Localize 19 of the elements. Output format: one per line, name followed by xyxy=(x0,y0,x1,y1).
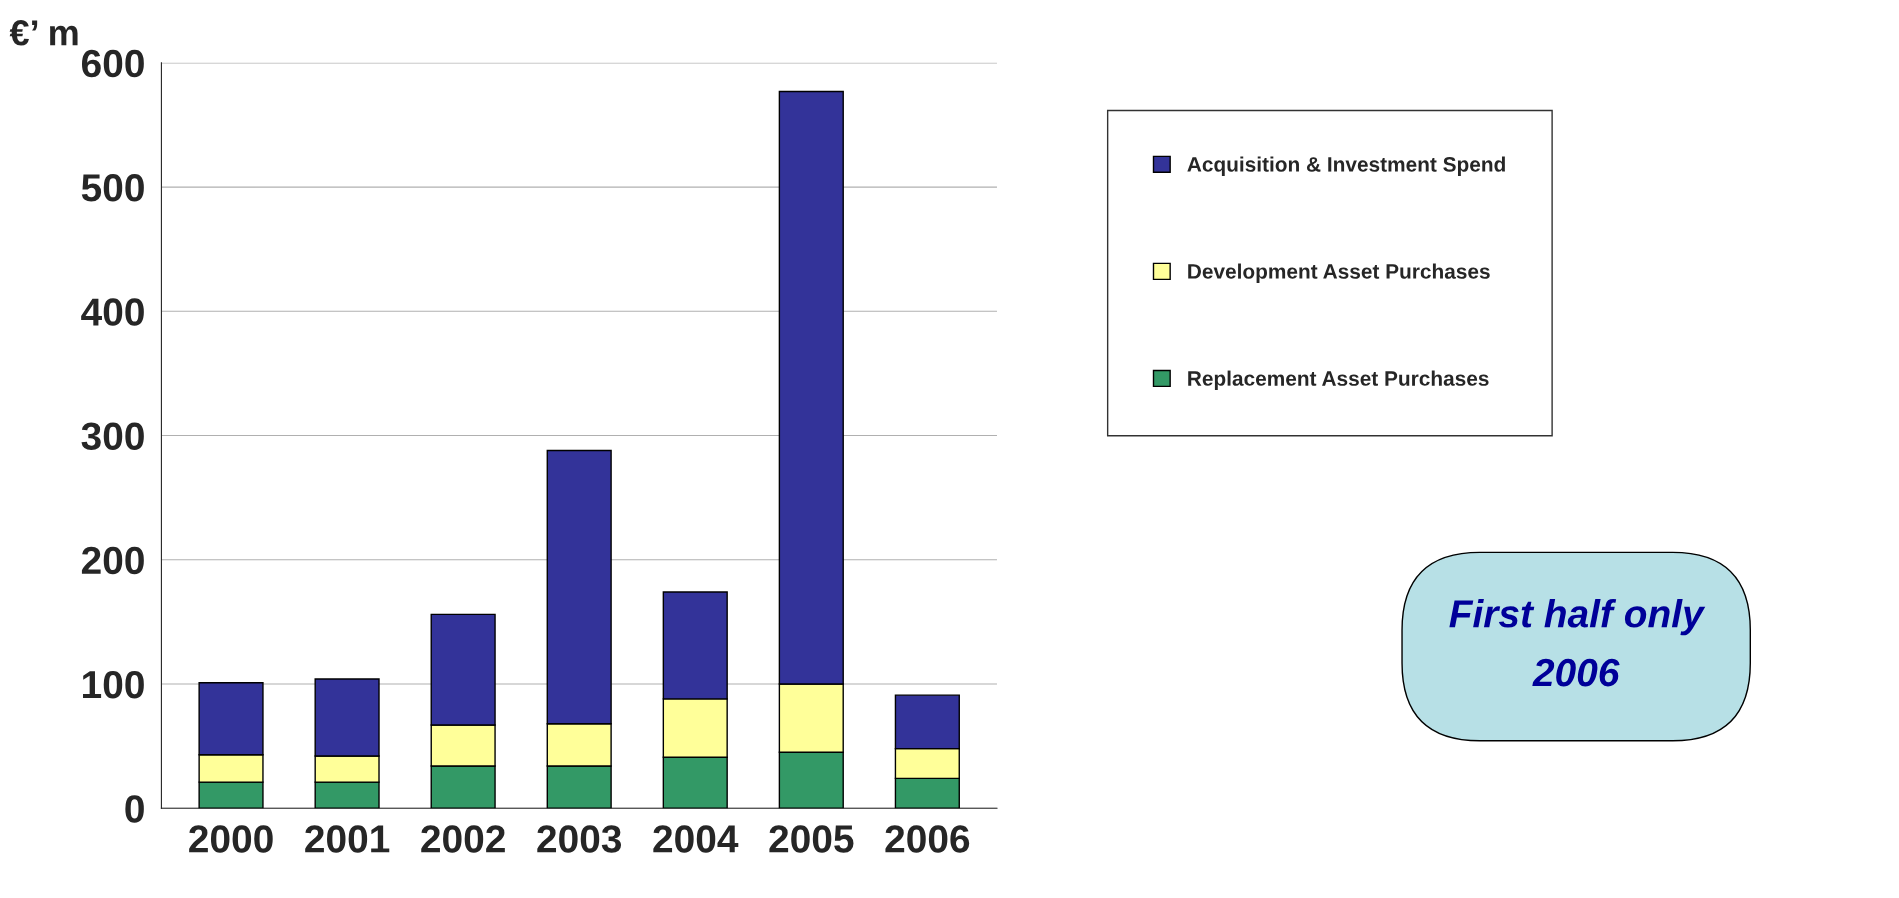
legend-label: Development Asset Purchases xyxy=(1188,263,1490,283)
x-tick-label: 2001 xyxy=(305,825,390,853)
legend-label: Replacement Asset Purchases xyxy=(1188,370,1489,390)
x-tick-label: 2005 xyxy=(769,825,854,853)
y-axis-title: €’ m xyxy=(9,20,78,46)
y-tick-label: 500 xyxy=(81,174,144,202)
x-tick-label: 2003 xyxy=(537,825,622,853)
legend-label: Acquisition & Investment Spend xyxy=(1187,156,1505,176)
y-tick-label: 100 xyxy=(83,670,144,699)
y-tick-label: 600 xyxy=(81,49,144,78)
y-tick-label: 200 xyxy=(81,546,144,575)
y-tick-label: 300 xyxy=(81,422,144,451)
x-tick-label: 2000 xyxy=(189,825,273,853)
x-tick-label: 2004 xyxy=(653,825,739,853)
y-tick-label: 400 xyxy=(81,298,144,326)
x-tick-label: 2002 xyxy=(421,825,505,853)
text: First half only 2006 xyxy=(1449,599,1706,687)
y-tick-label: 0 xyxy=(125,795,144,823)
x-tick-label: 2006 xyxy=(885,825,970,853)
